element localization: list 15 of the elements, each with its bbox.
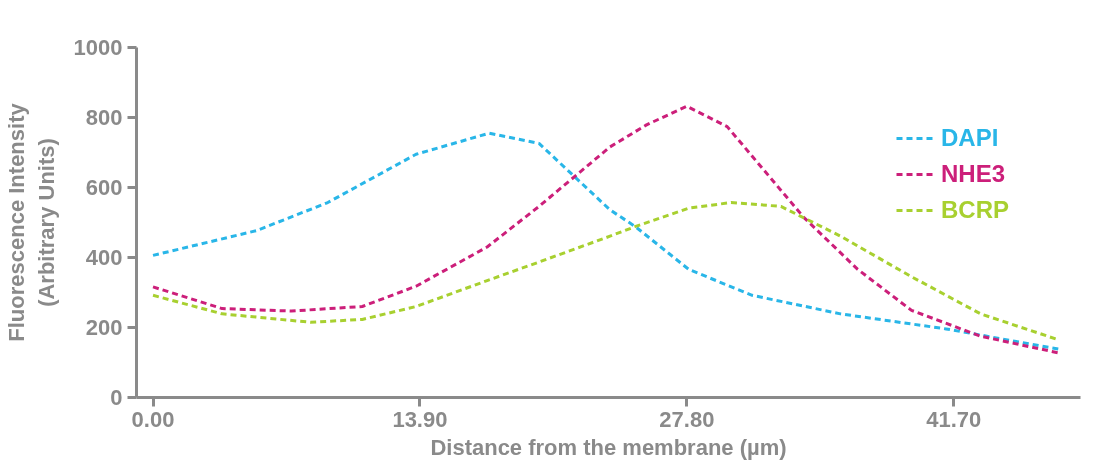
x-tick-label: 41.70 [926,406,982,432]
y-tick-label: 600 [85,175,123,200]
y-tick-label: 200 [85,315,123,340]
y-axis-title: Fluorescence Intensity (Arbitrary Units) [3,102,59,342]
legend-label: NHE3 [941,160,1006,188]
x-tick-label: 13.90 [392,406,448,432]
y-tick-label: 0 [110,385,123,410]
x-tick-label: 0.00 [131,406,175,432]
x-axis-title: Distance from the membrane (µm) [430,434,787,460]
y-tick-label: 400 [85,245,123,270]
y-tick-label: 800 [85,105,123,130]
legend-label: BCRP [941,196,1010,224]
y-tick-label: 1000 [73,35,123,60]
x-tick-label: 27.80 [659,406,715,432]
legend-label: DAPI [941,124,999,152]
